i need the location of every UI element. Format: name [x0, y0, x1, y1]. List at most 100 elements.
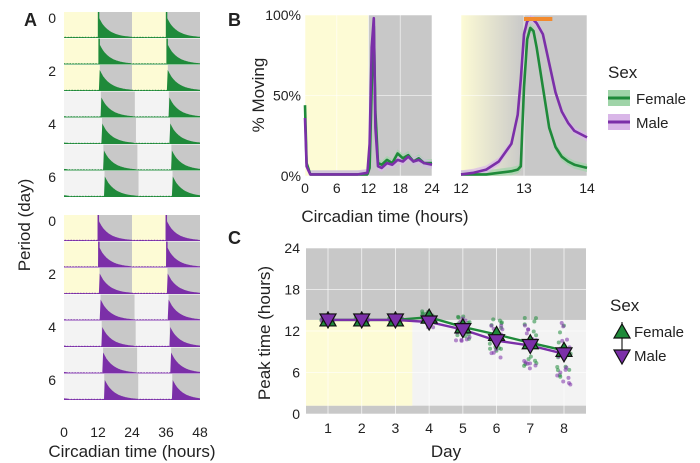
actogram-activity: [64, 97, 200, 118]
individual-point: [488, 346, 493, 351]
actogram-activity: [64, 380, 200, 401]
mean-marker-male: [453, 323, 472, 339]
actogram-activity: [64, 150, 200, 171]
x-tick-label: 1: [324, 420, 332, 436]
individual-point: [526, 357, 531, 362]
actogram-activity: [64, 221, 200, 242]
actogram-activity: [64, 299, 200, 321]
legend-c-female-triangle: [612, 322, 632, 339]
x-tick-label: 12: [361, 180, 377, 196]
mean-marker-male: [521, 338, 540, 355]
individual-point: [533, 316, 538, 321]
individual-point: [467, 335, 472, 340]
moving-plot-full-day: 0 6 12 18 24 0% 50% 100%: [265, 7, 440, 196]
moving-y-label: % Moving: [249, 58, 268, 133]
individual-point: [532, 319, 537, 324]
actogram-female: [64, 12, 200, 198]
legend-b-title: Sex: [608, 63, 638, 82]
actogram-light-shade: [132, 241, 167, 268]
light-phase-shade: [306, 319, 413, 406]
legend-c: Sex Female Male: [610, 296, 684, 366]
x-tick-label: 5: [459, 420, 467, 436]
actogram-light-shade: [64, 215, 99, 242]
x-tick-label: 6: [333, 180, 341, 196]
x-tick-label: 12: [453, 180, 469, 196]
actogram-light-shade: [132, 65, 168, 92]
actogram-activity: [64, 44, 200, 65]
actogram-light-shade: [64, 12, 99, 39]
individual-point: [560, 338, 565, 343]
y-tick-label: 6: [292, 365, 300, 381]
actogram-y-tick-label: 0: [48, 10, 56, 26]
mean-marker-male: [420, 315, 439, 332]
series-line-male: [303, 16, 433, 176]
x-tick-label: 2: [358, 420, 366, 436]
actogram-x-tick-label: 0: [60, 424, 68, 440]
individual-point: [558, 370, 563, 375]
individual-point: [420, 309, 425, 314]
individual-point: [459, 338, 464, 343]
individual-point: [522, 316, 527, 321]
individual-point: [491, 317, 496, 322]
legend-c-title: Sex: [610, 296, 640, 315]
actogram-light-shade: [64, 38, 100, 65]
legend-c-male-triangle: [612, 349, 632, 366]
individual-point: [456, 315, 461, 320]
legend-b-female-label: Female: [636, 91, 686, 108]
actogram-light-shade: [64, 241, 99, 268]
y-tick-label: 24: [284, 240, 300, 256]
panel-label-b: B: [228, 10, 241, 30]
individual-point: [556, 340, 561, 345]
actogram-male: [64, 215, 200, 401]
individual-point: [487, 341, 492, 346]
individual-point: [498, 355, 503, 360]
individual-point: [489, 351, 494, 356]
x-tick-label: 0: [301, 180, 309, 196]
mean-marker-male: [554, 347, 574, 364]
individual-point: [464, 337, 469, 342]
individual-point: [453, 338, 458, 343]
moving-plot-zoom: 12 13 14: [453, 14, 595, 196]
dark-phase-shade: [306, 248, 586, 320]
actogram-y-tick-label: 2: [48, 266, 56, 282]
actogram-activity: [64, 352, 200, 374]
moving-x-label: Circadian time (hours): [301, 207, 468, 226]
actogram-activity: [64, 123, 200, 145]
actogram-light-shade: [64, 268, 100, 295]
actogram-activity: [64, 327, 200, 348]
individual-point: [533, 363, 538, 368]
x-tick-label: 13: [516, 180, 532, 196]
x-tick-label: 8: [560, 420, 568, 436]
individual-point: [558, 374, 563, 379]
ribbon-female: [461, 23, 587, 177]
x-tick-label: 24: [424, 180, 440, 196]
individual-point: [563, 367, 568, 372]
mean-marker-male: [487, 334, 506, 350]
x-tick-label: 6: [493, 420, 501, 436]
y-tick-label: 0%: [281, 168, 301, 184]
x-tick-label: 3: [392, 420, 400, 436]
y-tick-label: 12: [284, 323, 300, 339]
actogram-activity: [64, 273, 200, 295]
actogram-activity: [64, 246, 200, 268]
individual-point: [526, 327, 531, 332]
actogram-y-tick-label: 6: [48, 372, 56, 388]
panel-label-a: A: [24, 10, 37, 30]
individual-point: [522, 323, 527, 328]
x-tick-label: 18: [392, 180, 408, 196]
actogram-x-tick-label: 12: [90, 424, 106, 440]
actogram-y-tick-label: 4: [48, 116, 56, 132]
panel-label-c: C: [228, 228, 241, 248]
individual-point: [527, 366, 532, 371]
y-tick-label: 50%: [273, 88, 301, 104]
y-tick-label: 18: [284, 282, 300, 298]
individual-point: [528, 361, 533, 366]
series-line-female: [461, 26, 588, 176]
individual-point: [555, 364, 560, 369]
peak-y-label: Peak time (hours): [255, 266, 274, 400]
actogram-panel: [64, 12, 200, 401]
individual-point: [561, 324, 566, 329]
individual-point: [499, 323, 504, 328]
